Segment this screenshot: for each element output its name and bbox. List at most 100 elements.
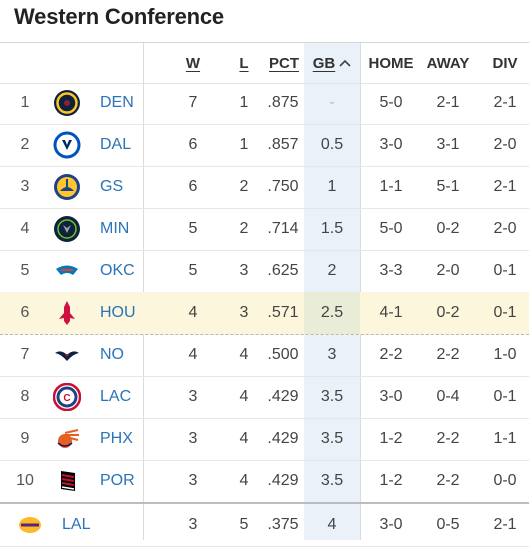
sort-ascending-icon: [339, 56, 351, 70]
team-div: 2-0: [493, 136, 517, 153]
thunder-logo-icon: [53, 257, 81, 285]
team-wins: 6: [188, 136, 198, 153]
team-gb: 3: [327, 346, 337, 363]
team-div: 2-1: [493, 178, 517, 195]
team-home: 3-0: [379, 388, 403, 405]
team-home: 3-3: [379, 262, 403, 279]
team-away: 5-1: [436, 178, 460, 195]
team-away: 2-0: [436, 262, 460, 279]
team-div: 1-0: [493, 346, 517, 363]
team-abbr[interactable]: PHX: [100, 430, 133, 447]
table-row[interactable]: 2 DAL 6 1 .857 0.5 3-0 3-1 2-0: [0, 124, 529, 167]
team-rank: 10: [16, 472, 34, 489]
lakers-logo-icon: [16, 511, 44, 539]
team-pct: .500: [267, 346, 299, 363]
header-home[interactable]: HOME: [368, 54, 414, 72]
team-gb: 3.5: [320, 388, 344, 405]
team-rank: 4: [20, 220, 30, 237]
header-div[interactable]: DIV: [492, 54, 518, 72]
team-abbr[interactable]: OKC: [100, 262, 135, 279]
team-gb: 0.5: [320, 136, 344, 153]
team-gb: 3.5: [320, 472, 344, 489]
blazers-logo-icon: [53, 467, 81, 495]
gb-column-highlight: [304, 42, 360, 540]
team-away: 0-2: [436, 304, 460, 321]
team-rank: 7: [20, 346, 30, 363]
team-rank: 6: [20, 304, 30, 321]
table-row[interactable]: 9 PHX 3 4 .429 3.5 1-2 2-2 1-1: [0, 418, 529, 461]
timberwolves-logo-icon: [53, 215, 81, 243]
team-pct: .375: [267, 516, 299, 533]
team-away: 3-1: [436, 136, 460, 153]
team-away: 2-2: [436, 430, 460, 447]
svg-text:C: C: [63, 393, 70, 404]
team-div: 2-0: [493, 220, 517, 237]
team-losses: 4: [239, 430, 249, 447]
team-wins: 7: [188, 94, 198, 111]
team-gb: 2.5: [320, 304, 344, 321]
team-gb: 1: [327, 178, 337, 195]
table-row[interactable]: 10 POR 3 4 .429 3.5 1-2 2-2 0-0: [0, 460, 529, 503]
mavericks-logo-icon: [53, 131, 81, 159]
team-losses: 4: [239, 472, 249, 489]
team-abbr[interactable]: GS: [100, 178, 124, 195]
team-abbr[interactable]: DAL: [100, 136, 132, 153]
rockets-logo-icon: [53, 299, 81, 327]
team-abbr[interactable]: NO: [100, 346, 124, 363]
header-away[interactable]: AWAY: [426, 54, 470, 72]
team-abbr[interactable]: POR: [100, 472, 135, 489]
column-divider: [360, 42, 361, 540]
team-rank: 8: [20, 388, 30, 405]
team-abbr[interactable]: DEN: [100, 94, 134, 111]
team-losses: 2: [239, 178, 249, 195]
team-gb: 3.5: [320, 430, 344, 447]
team-rank: 3: [20, 178, 30, 195]
header-l[interactable]: L: [239, 54, 249, 72]
page-title: Western Conference: [14, 4, 224, 29]
team-abbr[interactable]: LAL: [62, 516, 91, 533]
team-pct: .625: [267, 262, 299, 279]
table-row[interactable]: 3 GS 6 2 .750 1 1-1 5-1 2-1: [0, 166, 529, 209]
team-gb: 4: [327, 516, 337, 533]
header-pct[interactable]: PCT: [269, 54, 299, 72]
team-abbr[interactable]: LAC: [100, 388, 132, 405]
team-losses: 2: [239, 220, 249, 237]
table-row[interactable]: LAL 3 5 .375 4 3-0 0-5 2-1: [0, 502, 529, 547]
table-row[interactable]: 5 OKC 5 3 .625 2 3-3 2-0 0-1: [0, 250, 529, 293]
team-abbr[interactable]: HOU: [100, 304, 136, 321]
table-row[interactable]: 1 DEN 7 1 .875 - 5-0 2-1 2-1: [0, 82, 529, 125]
team-rank: 5: [20, 262, 30, 279]
header-gb[interactable]: GB: [304, 43, 360, 83]
table-row[interactable]: 6 HOU 4 3 .571 2.5 4-1 0-2 0-1: [0, 292, 529, 335]
team-losses: 1: [239, 136, 249, 153]
nuggets-logo-icon: [53, 89, 81, 117]
team-home: 3-0: [379, 516, 403, 533]
team-home: 1-1: [379, 178, 403, 195]
team-wins: 3: [188, 472, 198, 489]
clippers-logo-icon: C: [53, 383, 81, 411]
table-row[interactable]: 4 MIN 5 2 .714 1.5 5-0 0-2 2-0: [0, 208, 529, 251]
team-losses: 4: [239, 346, 249, 363]
team-away: 2-2: [436, 472, 460, 489]
header-w[interactable]: W: [185, 54, 201, 72]
pelicans-logo-icon: [53, 341, 81, 369]
team-away: 0-4: [436, 388, 460, 405]
team-div: 0-1: [493, 304, 517, 321]
team-abbr[interactable]: MIN: [100, 220, 130, 237]
team-rank: 2: [20, 136, 30, 153]
team-pct: .429: [267, 472, 299, 489]
team-div: 0-1: [493, 388, 517, 405]
team-home: 3-0: [379, 136, 403, 153]
table-row[interactable]: 8 C LAC 3 4 .429 3.5 3-0 0-4 0-1: [0, 376, 529, 419]
table-row[interactable]: 7 NO 4 4 .500 3 2-2 2-2 1-0: [0, 334, 529, 377]
team-wins: 3: [188, 430, 198, 447]
team-home: 5-0: [379, 220, 403, 237]
team-wins: 6: [188, 178, 198, 195]
team-away: 2-1: [436, 94, 460, 111]
team-away: 2-2: [436, 346, 460, 363]
team-wins: 4: [188, 304, 198, 321]
team-pct: .429: [267, 388, 299, 405]
team-home: 1-2: [379, 430, 403, 447]
team-losses: 3: [239, 304, 249, 321]
team-pct: .875: [267, 94, 299, 111]
